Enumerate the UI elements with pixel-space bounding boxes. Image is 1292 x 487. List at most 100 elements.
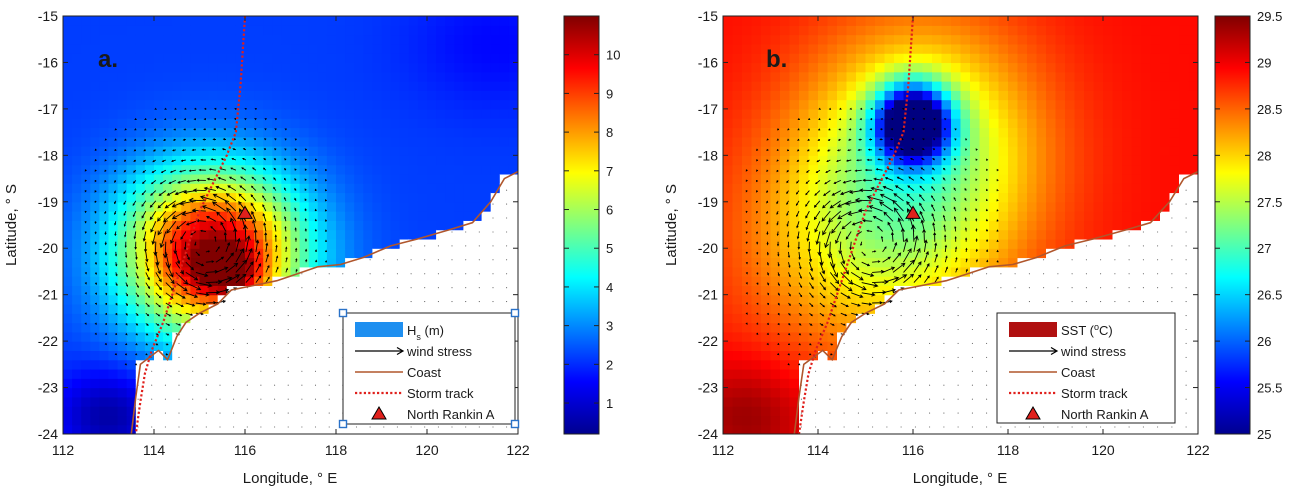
field-cell bbox=[780, 62, 791, 73]
field-cell bbox=[436, 257, 446, 268]
field-cell bbox=[135, 350, 146, 361]
field-cell bbox=[490, 53, 501, 64]
field-cell bbox=[808, 90, 819, 101]
field-cell bbox=[1074, 16, 1085, 26]
field-cell bbox=[363, 276, 373, 286]
field-cell bbox=[463, 173, 474, 184]
field-cell bbox=[1103, 127, 1114, 138]
field-cell bbox=[163, 71, 173, 82]
field-cell bbox=[99, 341, 110, 351]
field-cell bbox=[117, 16, 128, 26]
field-cell bbox=[894, 257, 905, 268]
field-cell bbox=[63, 43, 73, 54]
field-cell bbox=[761, 99, 772, 110]
field-cell bbox=[932, 368, 943, 379]
land-grid-dot bbox=[287, 328, 289, 331]
field-cell bbox=[951, 294, 962, 305]
field-cell bbox=[941, 387, 952, 398]
field-cell bbox=[72, 136, 82, 147]
field-cell bbox=[903, 192, 914, 203]
field-cell bbox=[345, 136, 355, 147]
field-cell bbox=[913, 16, 924, 26]
field-cell bbox=[723, 322, 734, 333]
field-cell bbox=[399, 99, 410, 110]
field-cell bbox=[245, 359, 255, 370]
field-cell bbox=[181, 303, 191, 314]
field-cell bbox=[408, 285, 419, 296]
field-cell bbox=[126, 99, 137, 110]
field-cell bbox=[827, 136, 838, 147]
field-cell bbox=[226, 303, 237, 314]
legend-entry-label: North Rankin A bbox=[407, 407, 495, 422]
wind-stress-arrow bbox=[123, 159, 127, 162]
field-cell bbox=[345, 183, 355, 194]
field-cell bbox=[732, 183, 743, 194]
field-cell bbox=[894, 341, 905, 351]
y-axis-label: Latitude, ° S bbox=[3, 184, 20, 266]
field-cell bbox=[751, 164, 762, 175]
field-cell bbox=[780, 266, 791, 277]
field-cell bbox=[508, 81, 518, 91]
land-grid-dot bbox=[437, 273, 439, 275]
field-cell bbox=[290, 34, 301, 45]
field-cell bbox=[290, 266, 301, 277]
wind-stress-arrow bbox=[132, 190, 137, 195]
field-cell bbox=[263, 62, 273, 73]
field-cell bbox=[827, 34, 838, 45]
field-cell bbox=[932, 331, 943, 342]
field-cell bbox=[354, 229, 364, 240]
wind-stress-arrow bbox=[223, 117, 227, 121]
wind-stress-arrow bbox=[314, 188, 317, 192]
field-cell bbox=[770, 415, 781, 426]
field-cell bbox=[472, 192, 483, 203]
field-cell bbox=[436, 90, 446, 101]
field-cell bbox=[90, 276, 100, 286]
field-cell bbox=[875, 294, 886, 305]
field-cell bbox=[463, 127, 474, 138]
field-cell bbox=[245, 201, 255, 212]
field-cell bbox=[144, 16, 155, 26]
field-cell bbox=[154, 341, 164, 351]
field-cell bbox=[1046, 25, 1057, 36]
field-cell bbox=[272, 192, 282, 203]
field-cell bbox=[780, 43, 791, 54]
field-cell bbox=[932, 303, 943, 314]
field-cell bbox=[761, 34, 772, 45]
field-cell bbox=[163, 99, 173, 110]
land-grid-dot bbox=[246, 412, 248, 414]
field-cell bbox=[951, 155, 962, 166]
field-cell bbox=[941, 303, 952, 314]
field-cell bbox=[875, 71, 886, 82]
field-cell bbox=[235, 341, 246, 351]
field-cell bbox=[163, 118, 173, 129]
wind-stress-arrow bbox=[104, 322, 108, 326]
field-cell bbox=[281, 127, 292, 138]
field-cell bbox=[345, 266, 355, 277]
field-cell bbox=[903, 313, 914, 324]
land-grid-dot bbox=[301, 315, 303, 317]
field-cell bbox=[263, 183, 273, 194]
wind-stress-arrow bbox=[241, 167, 247, 171]
wind-stress-arrow bbox=[304, 228, 307, 232]
field-cell bbox=[126, 201, 137, 212]
field-cell bbox=[72, 155, 82, 166]
field-cell bbox=[381, 108, 392, 119]
field-cell bbox=[290, 211, 301, 221]
field-cell bbox=[299, 415, 310, 426]
field-cell bbox=[263, 211, 273, 221]
field-cell bbox=[732, 90, 743, 101]
field-cell bbox=[979, 303, 990, 314]
wave-height-field bbox=[63, 16, 518, 434]
field-cell bbox=[281, 183, 292, 194]
field-cell bbox=[827, 90, 838, 101]
field-cell bbox=[875, 248, 886, 259]
field-cell bbox=[818, 248, 829, 259]
field-cell bbox=[172, 127, 182, 138]
wind-stress-arrow bbox=[135, 292, 139, 298]
field-cell bbox=[894, 238, 905, 249]
field-cell bbox=[799, 192, 810, 203]
field-cell bbox=[308, 248, 319, 259]
field-cell bbox=[770, 406, 781, 417]
field-cell bbox=[217, 285, 228, 296]
